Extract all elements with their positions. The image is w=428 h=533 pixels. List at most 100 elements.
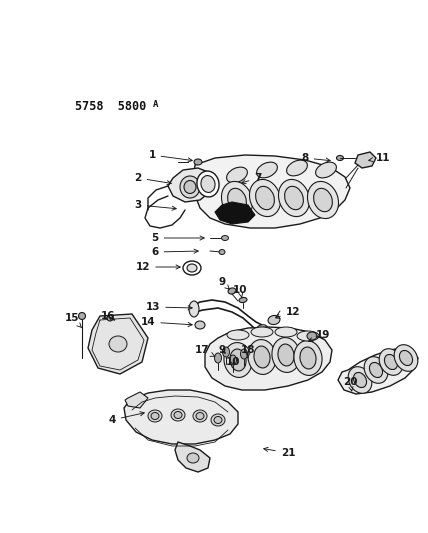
Text: 9: 9 [218, 277, 229, 289]
Ellipse shape [214, 353, 222, 363]
Text: 13: 13 [146, 302, 192, 312]
Ellipse shape [189, 301, 199, 317]
Polygon shape [193, 155, 350, 228]
Ellipse shape [399, 351, 413, 366]
Ellipse shape [195, 321, 205, 329]
Ellipse shape [180, 176, 200, 198]
Ellipse shape [394, 345, 418, 372]
Ellipse shape [285, 187, 303, 209]
Text: 19: 19 [309, 330, 330, 342]
Ellipse shape [241, 349, 247, 359]
Text: 12: 12 [276, 307, 300, 318]
Ellipse shape [278, 344, 294, 366]
Polygon shape [88, 314, 148, 374]
Text: 8: 8 [301, 153, 330, 163]
Text: 20: 20 [343, 377, 357, 391]
Text: 5: 5 [152, 233, 204, 243]
Ellipse shape [223, 347, 229, 357]
Ellipse shape [257, 162, 277, 178]
Ellipse shape [187, 264, 197, 272]
Ellipse shape [226, 167, 247, 183]
Ellipse shape [251, 327, 273, 337]
Ellipse shape [229, 355, 237, 365]
Text: 7: 7 [242, 173, 262, 184]
Ellipse shape [194, 159, 202, 165]
Ellipse shape [307, 181, 339, 219]
Ellipse shape [254, 346, 270, 368]
Ellipse shape [239, 297, 247, 303]
Ellipse shape [196, 413, 204, 419]
Ellipse shape [228, 288, 236, 294]
Text: 10: 10 [233, 285, 247, 298]
Ellipse shape [222, 236, 229, 240]
Polygon shape [215, 202, 255, 224]
Text: 2: 2 [134, 173, 171, 185]
Ellipse shape [78, 312, 86, 319]
Ellipse shape [221, 181, 253, 219]
Polygon shape [338, 348, 418, 394]
Ellipse shape [193, 410, 207, 422]
Polygon shape [355, 152, 376, 168]
Ellipse shape [230, 349, 246, 371]
Ellipse shape [315, 162, 336, 178]
Polygon shape [205, 327, 332, 390]
Text: 15: 15 [65, 313, 82, 328]
Polygon shape [168, 168, 213, 202]
Ellipse shape [224, 343, 252, 377]
Text: 3: 3 [134, 200, 176, 211]
Ellipse shape [201, 175, 215, 192]
Ellipse shape [248, 340, 276, 375]
Ellipse shape [228, 188, 247, 212]
Ellipse shape [109, 336, 127, 352]
Text: 6: 6 [152, 247, 198, 257]
Ellipse shape [219, 249, 225, 254]
Text: 12: 12 [136, 262, 180, 272]
Ellipse shape [364, 357, 388, 383]
Ellipse shape [384, 354, 398, 369]
Text: 4: 4 [108, 411, 144, 425]
Ellipse shape [171, 409, 185, 421]
Ellipse shape [275, 327, 297, 337]
Text: 11: 11 [369, 153, 390, 163]
Ellipse shape [279, 180, 309, 216]
Ellipse shape [354, 373, 366, 387]
Ellipse shape [148, 410, 162, 422]
Ellipse shape [268, 316, 280, 325]
Text: 17: 17 [195, 345, 215, 357]
Ellipse shape [297, 331, 319, 341]
Ellipse shape [183, 261, 201, 275]
Text: 16: 16 [101, 311, 115, 321]
Ellipse shape [211, 414, 225, 426]
Ellipse shape [227, 330, 249, 340]
Polygon shape [125, 392, 148, 408]
Ellipse shape [256, 187, 274, 209]
Ellipse shape [307, 332, 317, 340]
Ellipse shape [272, 337, 300, 373]
Ellipse shape [314, 188, 333, 212]
Ellipse shape [255, 325, 269, 337]
Polygon shape [124, 390, 238, 444]
Ellipse shape [151, 413, 159, 419]
Ellipse shape [294, 341, 322, 375]
Ellipse shape [174, 411, 182, 418]
Ellipse shape [250, 180, 280, 216]
Text: 5758  5800: 5758 5800 [75, 100, 146, 113]
Ellipse shape [336, 156, 344, 160]
Ellipse shape [300, 347, 316, 369]
Text: 21: 21 [264, 447, 295, 458]
Ellipse shape [348, 367, 372, 393]
Ellipse shape [184, 181, 196, 193]
Ellipse shape [197, 171, 219, 197]
Ellipse shape [187, 453, 199, 463]
Ellipse shape [287, 160, 307, 176]
Text: 18: 18 [241, 345, 255, 358]
Ellipse shape [214, 416, 222, 424]
Ellipse shape [369, 362, 383, 377]
Ellipse shape [107, 315, 113, 321]
Text: 1: 1 [149, 150, 192, 162]
Text: 9: 9 [218, 345, 226, 355]
Polygon shape [175, 442, 210, 472]
Text: 14: 14 [141, 317, 192, 327]
Text: 10: 10 [226, 357, 240, 367]
Ellipse shape [379, 349, 403, 375]
